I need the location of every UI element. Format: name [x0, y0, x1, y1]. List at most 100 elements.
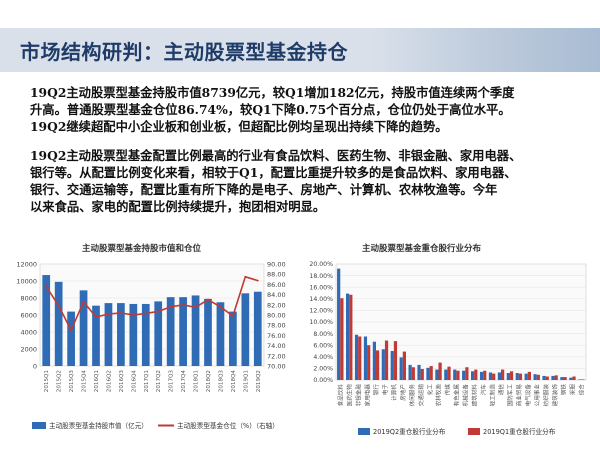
- title-bar: 市场结构研判：主动股票型基金持仓: [0, 28, 600, 72]
- x-tick-label: 医药生物: [345, 384, 353, 407]
- paragraph-line: 升高。普通股票型基金仓位86.74%，较Q1下降0.75个百分点，仓位仍处于高位…: [30, 102, 511, 117]
- bar: [372, 341, 376, 380]
- bar: [340, 298, 344, 380]
- x-tick-label: 2015Q1: [44, 370, 50, 393]
- y-tick-label: 8.00%: [313, 331, 333, 338]
- bar: [381, 349, 385, 380]
- y-right-tick-label: 78.00: [267, 322, 286, 330]
- y-right-tick-label: 86.00: [267, 281, 286, 289]
- paragraph-line: 以来食品、家电的配置比例持续提升，抱团相对明显。: [30, 199, 326, 214]
- bar: [509, 371, 514, 380]
- bar: [337, 268, 341, 380]
- x-tick-label: 采掘: [569, 384, 577, 396]
- chart-industry-distribution: 0.00% 2.00% 4.00% 6.00% 8.00% 10.00% 12.00% 14.…: [302, 256, 594, 446]
- y-tick-label: 10.00%: [309, 319, 333, 326]
- bar: [545, 376, 549, 380]
- bar: [465, 367, 469, 380]
- line-point: [95, 316, 97, 318]
- y-right-tick-label: 70.00: [267, 363, 286, 371]
- y-left-tick-label: 2000: [20, 346, 37, 354]
- line-point: [57, 304, 60, 307]
- line-point: [45, 285, 48, 288]
- bar: [554, 375, 558, 380]
- x-tick-label: 建筑装饰: [551, 384, 559, 407]
- x-tick-label: 房地产: [399, 384, 407, 401]
- y-tick-label: 12.00%: [309, 308, 333, 315]
- x-tick-label: 轻工制造: [488, 384, 496, 407]
- bar: [444, 369, 448, 380]
- y-tick-label: 20.00%: [309, 261, 333, 268]
- bar: [479, 371, 484, 380]
- legend-swatch: [358, 428, 370, 435]
- line-point: [256, 279, 259, 282]
- line-point: [70, 329, 73, 332]
- bar: [349, 294, 353, 380]
- bar: [411, 367, 415, 380]
- line-point: [182, 303, 185, 306]
- bar: [560, 377, 564, 380]
- x-tick-label: 2015Q3: [69, 370, 75, 393]
- y-right-tick-label: 74.00: [267, 342, 286, 350]
- x-tick-label: 钢铁: [560, 384, 568, 396]
- y-right-tick-label: 80.00: [267, 312, 286, 320]
- y-left-tick-label: 4000: [20, 329, 37, 337]
- bar: [471, 371, 475, 380]
- y-right-tick-label: 88.00: [267, 271, 286, 279]
- bar: [429, 366, 433, 380]
- legend-label: 2019Q1重仓股行业分布: [483, 427, 556, 436]
- bar: [542, 375, 546, 380]
- x-tick-label: 2017Q2: [156, 370, 162, 392]
- line-point: [157, 310, 160, 313]
- x-tick-label: 2015Q2: [57, 370, 63, 392]
- x-tick-label: 建筑材料: [470, 384, 478, 407]
- bar: [229, 311, 237, 366]
- x-tick-label: 电气设备: [524, 384, 532, 407]
- bar: [420, 368, 424, 380]
- x-tick-label: 化工: [426, 384, 434, 396]
- paragraph-line: 19Q2主动股票型基金持股市值8739亿元，较Q1增加182亿元，持股市值连续两…: [30, 85, 515, 100]
- bar: [354, 334, 359, 380]
- x-tick-label: 2019Q2: [256, 370, 262, 392]
- legend-swatch-bar: [32, 422, 46, 429]
- line-point: [132, 314, 135, 316]
- bar: [447, 366, 451, 380]
- y-right-tick-label: 76.00: [267, 332, 286, 340]
- y-right-tick-label: 72.00: [267, 352, 286, 360]
- bar: [474, 369, 478, 380]
- y-tick-label: 4.00%: [313, 354, 333, 361]
- bar: [515, 373, 519, 380]
- paragraph-2: 19Q2主动股票型基金配置比例最高的行业有食品饮料、医药生物、非银金融、家用电器…: [30, 147, 580, 215]
- x-tick-label: 商业贸易: [515, 384, 523, 407]
- bar: [435, 369, 439, 380]
- x-tick-label: 2018Q2: [206, 370, 212, 392]
- line-point: [231, 315, 234, 317]
- bar: [492, 373, 496, 380]
- x-tick-label: 2016Q1: [94, 370, 100, 393]
- bar: [384, 340, 389, 380]
- y-right-tick-label: 82.00: [267, 301, 286, 309]
- bar: [363, 336, 368, 380]
- bar: [536, 374, 540, 380]
- bar: [438, 362, 442, 380]
- line-point: [194, 306, 197, 309]
- bar: [154, 301, 163, 366]
- x-tick-label: 2018Q4: [231, 370, 237, 393]
- line-point: [119, 312, 122, 314]
- line-point: [244, 275, 247, 278]
- x-tick-label: 2016Q3: [119, 370, 125, 393]
- y-tick-label: 18.00%: [309, 273, 333, 280]
- y-left-tick-label: 12000: [16, 261, 37, 269]
- page-title: 市场结构研判：主动股票型基金持仓: [20, 40, 348, 64]
- legend-label: 主动股票型基金持股市值（亿元）: [49, 421, 148, 430]
- x-tick-label: 汽车: [479, 384, 487, 396]
- x-tick-label: 农林牧渔: [435, 384, 443, 407]
- line-point: [107, 313, 110, 315]
- x-tick-label: 2017Q3: [169, 370, 175, 393]
- y-tick-label: 2.00%: [313, 366, 333, 373]
- y-left-tick-label: 6000: [20, 312, 37, 320]
- line-point: [219, 305, 222, 308]
- x-tick-label: 综合: [578, 384, 586, 396]
- x-tick-label: 公用事业: [533, 384, 541, 407]
- paragraph-line: 银行、交通运输等，配置比重有所下降的是电子、房地产、计算机、农林牧渔等。今年: [30, 182, 498, 197]
- bar: [367, 345, 371, 380]
